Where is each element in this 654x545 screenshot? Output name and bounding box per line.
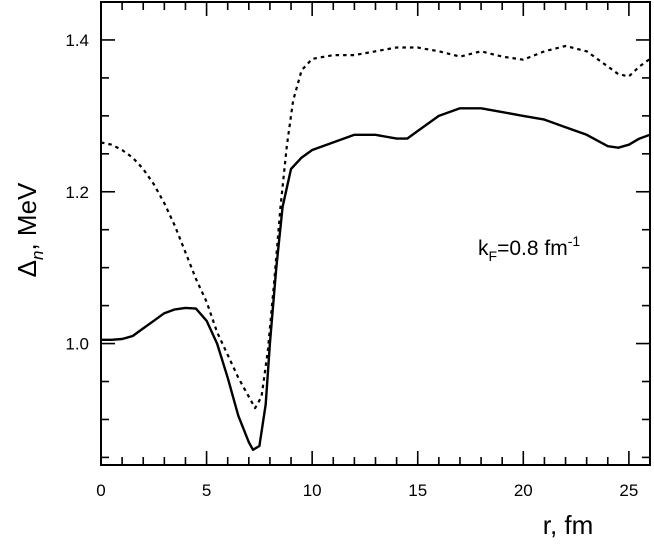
y-tick-label: 1.2 — [65, 183, 89, 202]
annotation-sup: -1 — [568, 233, 581, 249]
x-tick-label: 5 — [202, 481, 211, 500]
series-layer — [100, 44, 651, 451]
x-axis-label: r, fm — [543, 510, 594, 540]
x-tick-label: 0 — [96, 481, 105, 500]
x-tick-label: 20 — [514, 481, 533, 500]
series-line-dotted — [100, 44, 651, 410]
y-axis-label-sub: n — [28, 251, 47, 260]
annotation-main: k — [478, 237, 489, 260]
series-line-solid — [101, 107, 651, 451]
axis-ticks: 0 5 10 15 20 25 1.0 1.2 1.4 — [65, 1, 651, 500]
y-axis-label-main: Δ — [12, 260, 42, 277]
y-axis-label: Δn, MeV — [12, 182, 47, 277]
y-axis-label-rest: , MeV — [12, 182, 42, 251]
y-tick-label: 1.0 — [65, 335, 89, 354]
annotation-sub: F — [489, 248, 498, 264]
annotation: kF=0.8 fm-1 — [478, 233, 580, 264]
annotation-rest: =0.8 fm — [497, 237, 568, 260]
x-tick-label: 15 — [408, 481, 427, 500]
y-tick-label: 1.4 — [65, 31, 89, 50]
x-tick-label: 25 — [619, 481, 638, 500]
x-tick-label: 10 — [303, 481, 322, 500]
